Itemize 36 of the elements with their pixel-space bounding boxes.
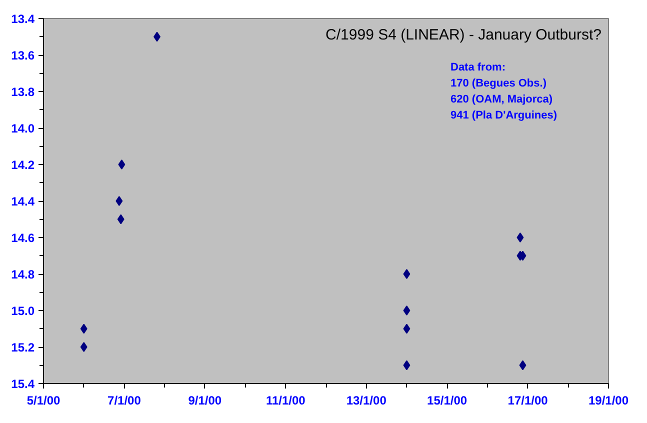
- annotation: 941 (Pla D'Arguines): [450, 110, 558, 122]
- y-tick-label: 13.4: [11, 12, 35, 26]
- y-tick-label: 14.8: [11, 268, 35, 282]
- point: [403, 306, 410, 316]
- point: [118, 160, 126, 170]
- annotation: Data from:: [450, 62, 506, 74]
- point: [80, 324, 88, 334]
- point: [117, 214, 124, 224]
- point: [403, 324, 410, 334]
- y-tick-label: 15.2: [11, 340, 35, 354]
- y-tick-label: 15.4: [11, 377, 35, 391]
- x-tick-label: 17/1/00: [508, 394, 548, 408]
- point: [403, 360, 410, 370]
- annotation: 620 (OAM, Majorca): [450, 94, 553, 106]
- x-tick-label: 11/1/00: [266, 394, 306, 408]
- y-tick-label: 13.6: [11, 48, 35, 62]
- annotation: 170 (Begues Obs.): [450, 78, 547, 90]
- point: [154, 32, 161, 42]
- x-tick-label: 7/1/00: [108, 394, 142, 408]
- y-tick-label: 14.0: [11, 122, 35, 136]
- x-tick-label: 9/1/00: [188, 394, 222, 408]
- y-tick-label: 15.0: [11, 304, 35, 318]
- y-tick-label: 13.8: [11, 85, 35, 99]
- point: [116, 196, 123, 206]
- point: [519, 360, 526, 370]
- y-tick-label: 14.6: [11, 231, 35, 245]
- x-tick-label: 5/1/00: [26, 394, 61, 408]
- point: [516, 232, 524, 242]
- x-tick-label: 19/1/00: [588, 394, 629, 408]
- x-tick-label: 15/1/00: [427, 394, 468, 408]
- point: [403, 269, 410, 279]
- text: C/1999 S4 (LINEAR) - January Outburst?: [326, 26, 602, 44]
- x-tick-label: 13/1/00: [346, 394, 387, 408]
- point: [80, 342, 88, 352]
- y-tick-label: 14.4: [11, 194, 35, 208]
- y-tick-label: 14.2: [11, 158, 35, 172]
